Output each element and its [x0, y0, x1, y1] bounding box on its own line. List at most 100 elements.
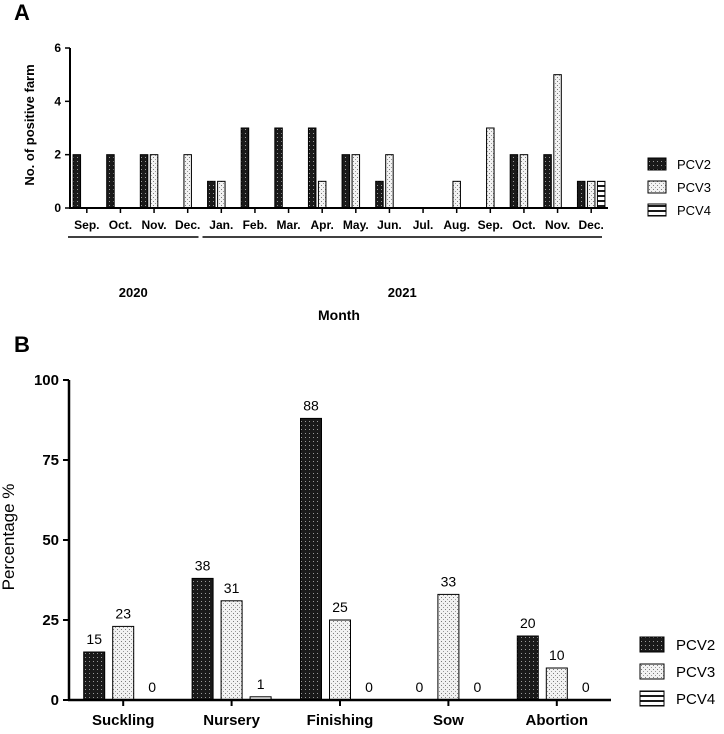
panel-b-data-label-pcv2-nursery: 38 — [195, 557, 211, 573]
panel-a-legend-label-pcv3: PCV3 — [677, 180, 711, 195]
panel-a-bar-pcv4-16 — [596, 180, 606, 209]
panel-a-x-tick-label: Aug. — [443, 218, 470, 232]
panel-b-bar-pcv2-suckling — [83, 651, 106, 701]
panel-b-legend-swatch-pcv2 — [639, 636, 665, 653]
panel-a-legend-swatch-pcv2 — [647, 157, 667, 171]
panel-b-bar-pcv3-nursery — [220, 600, 243, 701]
panel-b-x-tick-label-finishing: Finishing — [307, 712, 374, 729]
panel-a-bar-pcv3-4 — [183, 154, 192, 209]
panel-a-bar-pcv3-10 — [385, 154, 394, 209]
panel-a-bar-pcv2-3 — [139, 154, 149, 209]
panel-a-bar-pcv3-16 — [586, 180, 596, 209]
panel-b-bar-pcv3-abortion — [545, 667, 568, 701]
panel-b-legend-label-pcv3: PCV3 — [676, 664, 715, 681]
panel-a-bar-pcv2-7 — [274, 127, 283, 209]
panel-a-x-tick-label: Apr. — [311, 218, 334, 232]
panel-a-bar-pcv3-3 — [149, 154, 159, 209]
panel-a-x-tick-label: Oct. — [109, 218, 132, 232]
panel-b-legend-swatch-pcv4 — [639, 690, 665, 707]
panel-a-bar-pcv3-9 — [351, 154, 361, 209]
panel-b-data-label-pcv2-abortion: 20 — [520, 615, 536, 631]
panel-b-y-tick-label: 25 — [42, 612, 59, 629]
panel-a-bar-pcv2-6 — [240, 127, 250, 209]
panel-b-bar-pcv2-abortion — [516, 635, 539, 701]
panel-b-data-label-pcv4-abortion: 0 — [582, 679, 590, 695]
panel-b-x-tick-label-abortion: Abortion — [526, 712, 588, 729]
panel-b-bar-pcv2-finishing — [300, 417, 322, 701]
panel-a-bar-pcv2-15 — [543, 154, 552, 209]
panel-a-x-tick-label: Jul. — [413, 218, 434, 232]
panel-b-y-tick-label: 50 — [42, 532, 59, 549]
panel-a-y-tick-label: 2 — [54, 148, 61, 162]
panel-a-y-tick-label: 4 — [54, 94, 61, 108]
panel-a-y-tick-label: 0 — [54, 201, 61, 215]
panel-a-label: A — [14, 0, 30, 25]
panel-a-x-tick-label: Sep. — [74, 218, 99, 232]
panel-a-x-tick-label: Jan. — [209, 218, 233, 232]
panel-a-year-label-2021: 2021 — [388, 285, 417, 300]
panel-b-data-label-pcv4-finishing: 0 — [365, 679, 373, 695]
panel-a-bar-pcv2-1 — [72, 154, 82, 209]
panel-a-bar-pcv2-10 — [375, 180, 384, 209]
panel-b-data-label-pcv4-nursery: 1 — [257, 676, 265, 692]
panel-a-bar-pcv3-8 — [317, 180, 327, 209]
panel-b-data-label-pcv2-suckling: 15 — [86, 631, 102, 647]
panel-b-y-tick-label: 75 — [42, 452, 59, 469]
panel-a-legend-swatch-pcv3 — [647, 180, 667, 194]
panel-a-x-tick-label: Oct. — [512, 218, 535, 232]
panel-a-bar-pcv3-12 — [452, 180, 461, 209]
panel-a-bar-pcv3-13 — [486, 127, 495, 209]
panel-a-x-tick-label: Nov. — [545, 218, 570, 232]
panel-b-y-tick-label: 100 — [34, 372, 59, 389]
panel-a-bar-pcv2-8 — [307, 127, 317, 209]
panel-b-data-label-pcv3-nursery: 31 — [224, 580, 240, 596]
panel-b-data-label-pcv2-sow: 0 — [416, 679, 424, 695]
panel-a-x-tick-label: Mar. — [277, 218, 301, 232]
panel-b-bar-pcv3-sow — [437, 593, 460, 701]
panel-a-bar-pcv3-5 — [217, 180, 226, 209]
panel-a-x-tick-label: Jun. — [377, 218, 402, 232]
panel-a-x-tick-label: Feb. — [243, 218, 268, 232]
panel-b-x-tick-label-nursery: Nursery — [203, 712, 260, 729]
panel-b-legend-label-pcv2: PCV2 — [676, 637, 715, 654]
panel-b-legend-swatch-pcv3 — [639, 663, 665, 680]
panel-b-data-label-pcv4-suckling: 0 — [148, 679, 156, 695]
panel-b-legend-label-pcv4: PCV4 — [676, 691, 715, 708]
panel-a-chart: A No. of positive farm Month 0 2 4 6 Sep. Oct… — [14, 0, 711, 323]
panel-a-y-axis-title: No. of positive farm — [22, 64, 37, 185]
panel-b-bar-pcv2-nursery — [191, 577, 214, 701]
panel-a-bar-pcv2-5 — [207, 180, 216, 209]
panel-a-bar-pcv2-16 — [576, 180, 586, 209]
panel-b-y-tick-label: 0 — [51, 692, 59, 709]
panel-b-bar-pcv3-suckling — [112, 625, 135, 701]
panel-b-data-label-pcv3-sow: 33 — [441, 573, 457, 589]
panel-a-bar-pcv2-14 — [509, 154, 519, 209]
panel-a-x-axis-title: Month — [318, 307, 360, 323]
panel-a-x-tick-label: Dec. — [579, 218, 604, 232]
panel-b-bar-pcv3-finishing — [329, 619, 351, 701]
panel-b-y-axis-title: Percentage % — [0, 484, 18, 591]
panel-b-data-label-pcv3-finishing: 25 — [332, 599, 348, 615]
panel-a-legend-label-pcv4: PCV4 — [677, 203, 711, 218]
panel-a-x-tick-label: May. — [343, 218, 369, 232]
panel-a-legend-label-pcv2: PCV2 — [677, 157, 711, 172]
panel-a-bar-pcv3-15 — [553, 74, 562, 209]
panel-b-label: B — [14, 332, 30, 357]
panel-a-bar-pcv2-2 — [106, 154, 115, 209]
panel-a-x-tick-label: Nov. — [142, 218, 167, 232]
panel-b-data-label-pcv3-suckling: 23 — [115, 605, 131, 621]
panel-b-x-tick-label-sow: Sow — [433, 712, 464, 729]
panel-a-x-tick-label: Sep. — [478, 218, 503, 232]
panel-b-data-label-pcv4-sow: 0 — [474, 679, 482, 695]
panel-b-x-tick-label-suckling: Suckling — [92, 712, 155, 729]
panel-a-legend-swatch-pcv4 — [647, 203, 667, 217]
panel-b-data-label-pcv3-abortion: 10 — [549, 647, 565, 663]
panel-a-y-tick-label: 6 — [54, 41, 61, 55]
panel-a-year-label-2020: 2020 — [119, 285, 148, 300]
panel-a-bar-pcv2-9 — [341, 154, 351, 209]
panel-a-bar-pcv3-14 — [519, 154, 529, 209]
panel-b-data-label-pcv2-finishing: 88 — [303, 397, 319, 413]
panel-a-x-tick-label: Dec. — [175, 218, 200, 232]
